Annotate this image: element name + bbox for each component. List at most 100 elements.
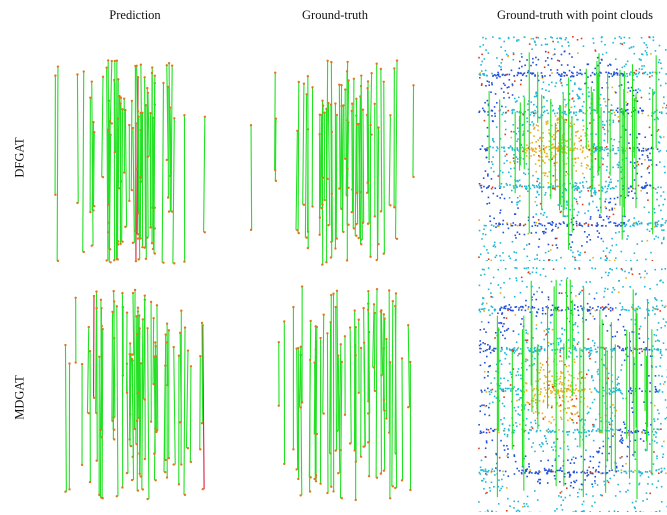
cloud-point [508,424,511,427]
cloud-point [512,330,515,332]
cloud-point [511,348,514,351]
cloud-point [603,389,605,392]
cloud-point [512,222,515,224]
cloud-point [637,163,640,166]
cloud-point [500,350,502,352]
cloud-point [485,302,488,305]
cloud-point [526,187,528,190]
panel-mdgat-prediction [38,285,228,505]
cloud-point [535,471,537,473]
cloud-point [558,429,560,431]
keypoint-dot [330,293,333,297]
cloud-point [521,146,524,149]
cloud-point [523,233,526,236]
cloud-point [556,348,559,351]
cloud-point [600,237,603,240]
cloud-point [517,96,520,99]
cloud-point [560,387,563,390]
cloud-point [632,89,635,92]
keypoint-dot [330,485,333,488]
cloud-point [590,472,593,475]
cloud-point [535,401,537,404]
keypoint-dot [389,497,392,500]
cloud-point [606,306,608,309]
cloud-point [487,147,489,149]
cloud-point [540,321,543,324]
cloud-point [609,406,612,408]
cloud-point [629,387,632,389]
cloud-point [559,469,561,471]
keypoint-dot [379,67,383,71]
cloud-point [649,287,651,290]
cloud-point [588,148,590,151]
cloud-point [573,480,575,483]
cloud-point [594,309,597,312]
cloud-point [490,389,492,391]
cloud-point [602,395,605,397]
cloud-point [528,260,531,261]
cloud-point [640,347,643,350]
cloud-point [520,366,523,369]
cloud-point [586,405,589,408]
cloud-point [571,418,573,421]
cloud-point [503,433,506,436]
cloud-point [546,430,548,432]
cloud-point [572,72,574,75]
keypoint-dot [136,75,140,79]
cloud-point [561,195,563,198]
keypoint-dot [367,441,370,444]
cloud-point [525,163,528,165]
cloud-point [589,259,591,261]
cloud-point [542,450,544,452]
cloud-point [494,347,497,350]
cloud-point [664,305,667,307]
correct-match-line [304,94,308,238]
cloud-point [641,68,643,71]
cloud-point [587,144,590,146]
cloud-point [619,389,622,392]
cloud-point [499,197,502,199]
keypoint-dot [366,80,370,83]
cloud-point [512,58,515,61]
cloud-point [515,510,518,512]
cloud-point [589,354,591,356]
cloud-point [521,465,524,468]
cloud-point [561,391,564,393]
cloud-point [631,389,633,392]
keypoint-dot [309,319,312,323]
cloud-point [558,396,561,399]
cloud-point [579,182,581,184]
cloud-point [662,383,665,385]
keypoint-dot [373,102,376,106]
cloud-point [569,147,571,150]
correct-match-line [100,299,103,430]
cloud-point [527,409,530,411]
cloud-point [537,159,540,162]
keypoint-dot [153,74,157,77]
cloud-point [635,222,638,225]
keypoint-dot [362,306,365,310]
cloud-point [568,243,571,245]
cloud-point [478,309,481,311]
cloud-point [569,462,572,464]
cloud-point [573,100,575,103]
cloud-point [590,349,593,352]
cloud-point [630,470,633,472]
cloud-point [480,431,483,434]
cloud-point [615,307,617,309]
cloud-point [637,184,640,187]
cloud-point [538,471,541,474]
cloud-point [550,470,552,473]
cloud-point [534,224,537,227]
cloud-point [530,232,533,234]
cloud-point [575,182,578,185]
cloud-point [579,88,581,91]
cloud-point [537,308,540,311]
cloud-point [624,470,627,473]
cloud-point [608,184,610,186]
cloud-point [517,333,520,336]
cloud-point [494,246,497,248]
cloud-point [633,506,636,509]
keypoint-dot [105,66,108,69]
cloud-point [547,306,549,309]
